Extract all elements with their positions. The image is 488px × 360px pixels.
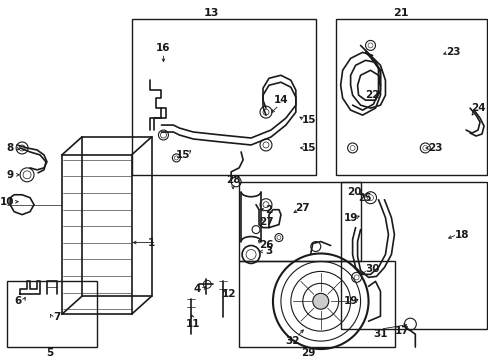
Circle shape [312,293,328,309]
Bar [335,18,486,175]
Text: 10: 10 [0,197,14,207]
Text: 2: 2 [265,205,272,215]
Text: 22: 22 [365,90,379,100]
Text: 29: 29 [301,348,315,358]
Text: 27: 27 [258,217,273,227]
Bar [7,282,97,347]
Text: 14: 14 [273,95,287,105]
Text: 23: 23 [445,48,460,57]
Text: 20: 20 [346,187,361,197]
Text: 3: 3 [265,247,272,256]
Bar [239,261,395,347]
Text: 5: 5 [46,348,54,358]
Text: 31: 31 [372,329,387,339]
Text: 13: 13 [203,8,219,18]
Text: 19: 19 [343,213,357,222]
Text: 11: 11 [186,319,200,329]
Text: 32: 32 [285,336,300,346]
Text: 7: 7 [53,312,61,322]
Text: 6: 6 [15,296,21,306]
Text: 30: 30 [365,264,379,274]
Text: 8: 8 [6,143,14,153]
Text: 23: 23 [427,143,442,153]
Text: 17: 17 [394,326,409,336]
Text: 18: 18 [454,230,468,239]
Text: 1: 1 [147,238,155,248]
Bar [239,182,360,261]
Bar [131,18,315,175]
Text: 12: 12 [222,289,236,299]
Text: 19: 19 [343,296,357,306]
Text: 25: 25 [357,193,370,203]
Text: 28: 28 [225,175,240,185]
Text: 4: 4 [193,284,201,294]
Bar [340,182,486,329]
Text: 16: 16 [156,44,170,53]
Text: 15: 15 [301,115,315,125]
Text: 15: 15 [301,143,315,153]
Text: 21: 21 [392,8,407,18]
Text: 9: 9 [6,170,14,180]
Text: 26: 26 [258,239,273,249]
Text: 15: 15 [176,150,190,160]
Text: 24: 24 [470,103,485,113]
Text: 27: 27 [295,203,309,213]
